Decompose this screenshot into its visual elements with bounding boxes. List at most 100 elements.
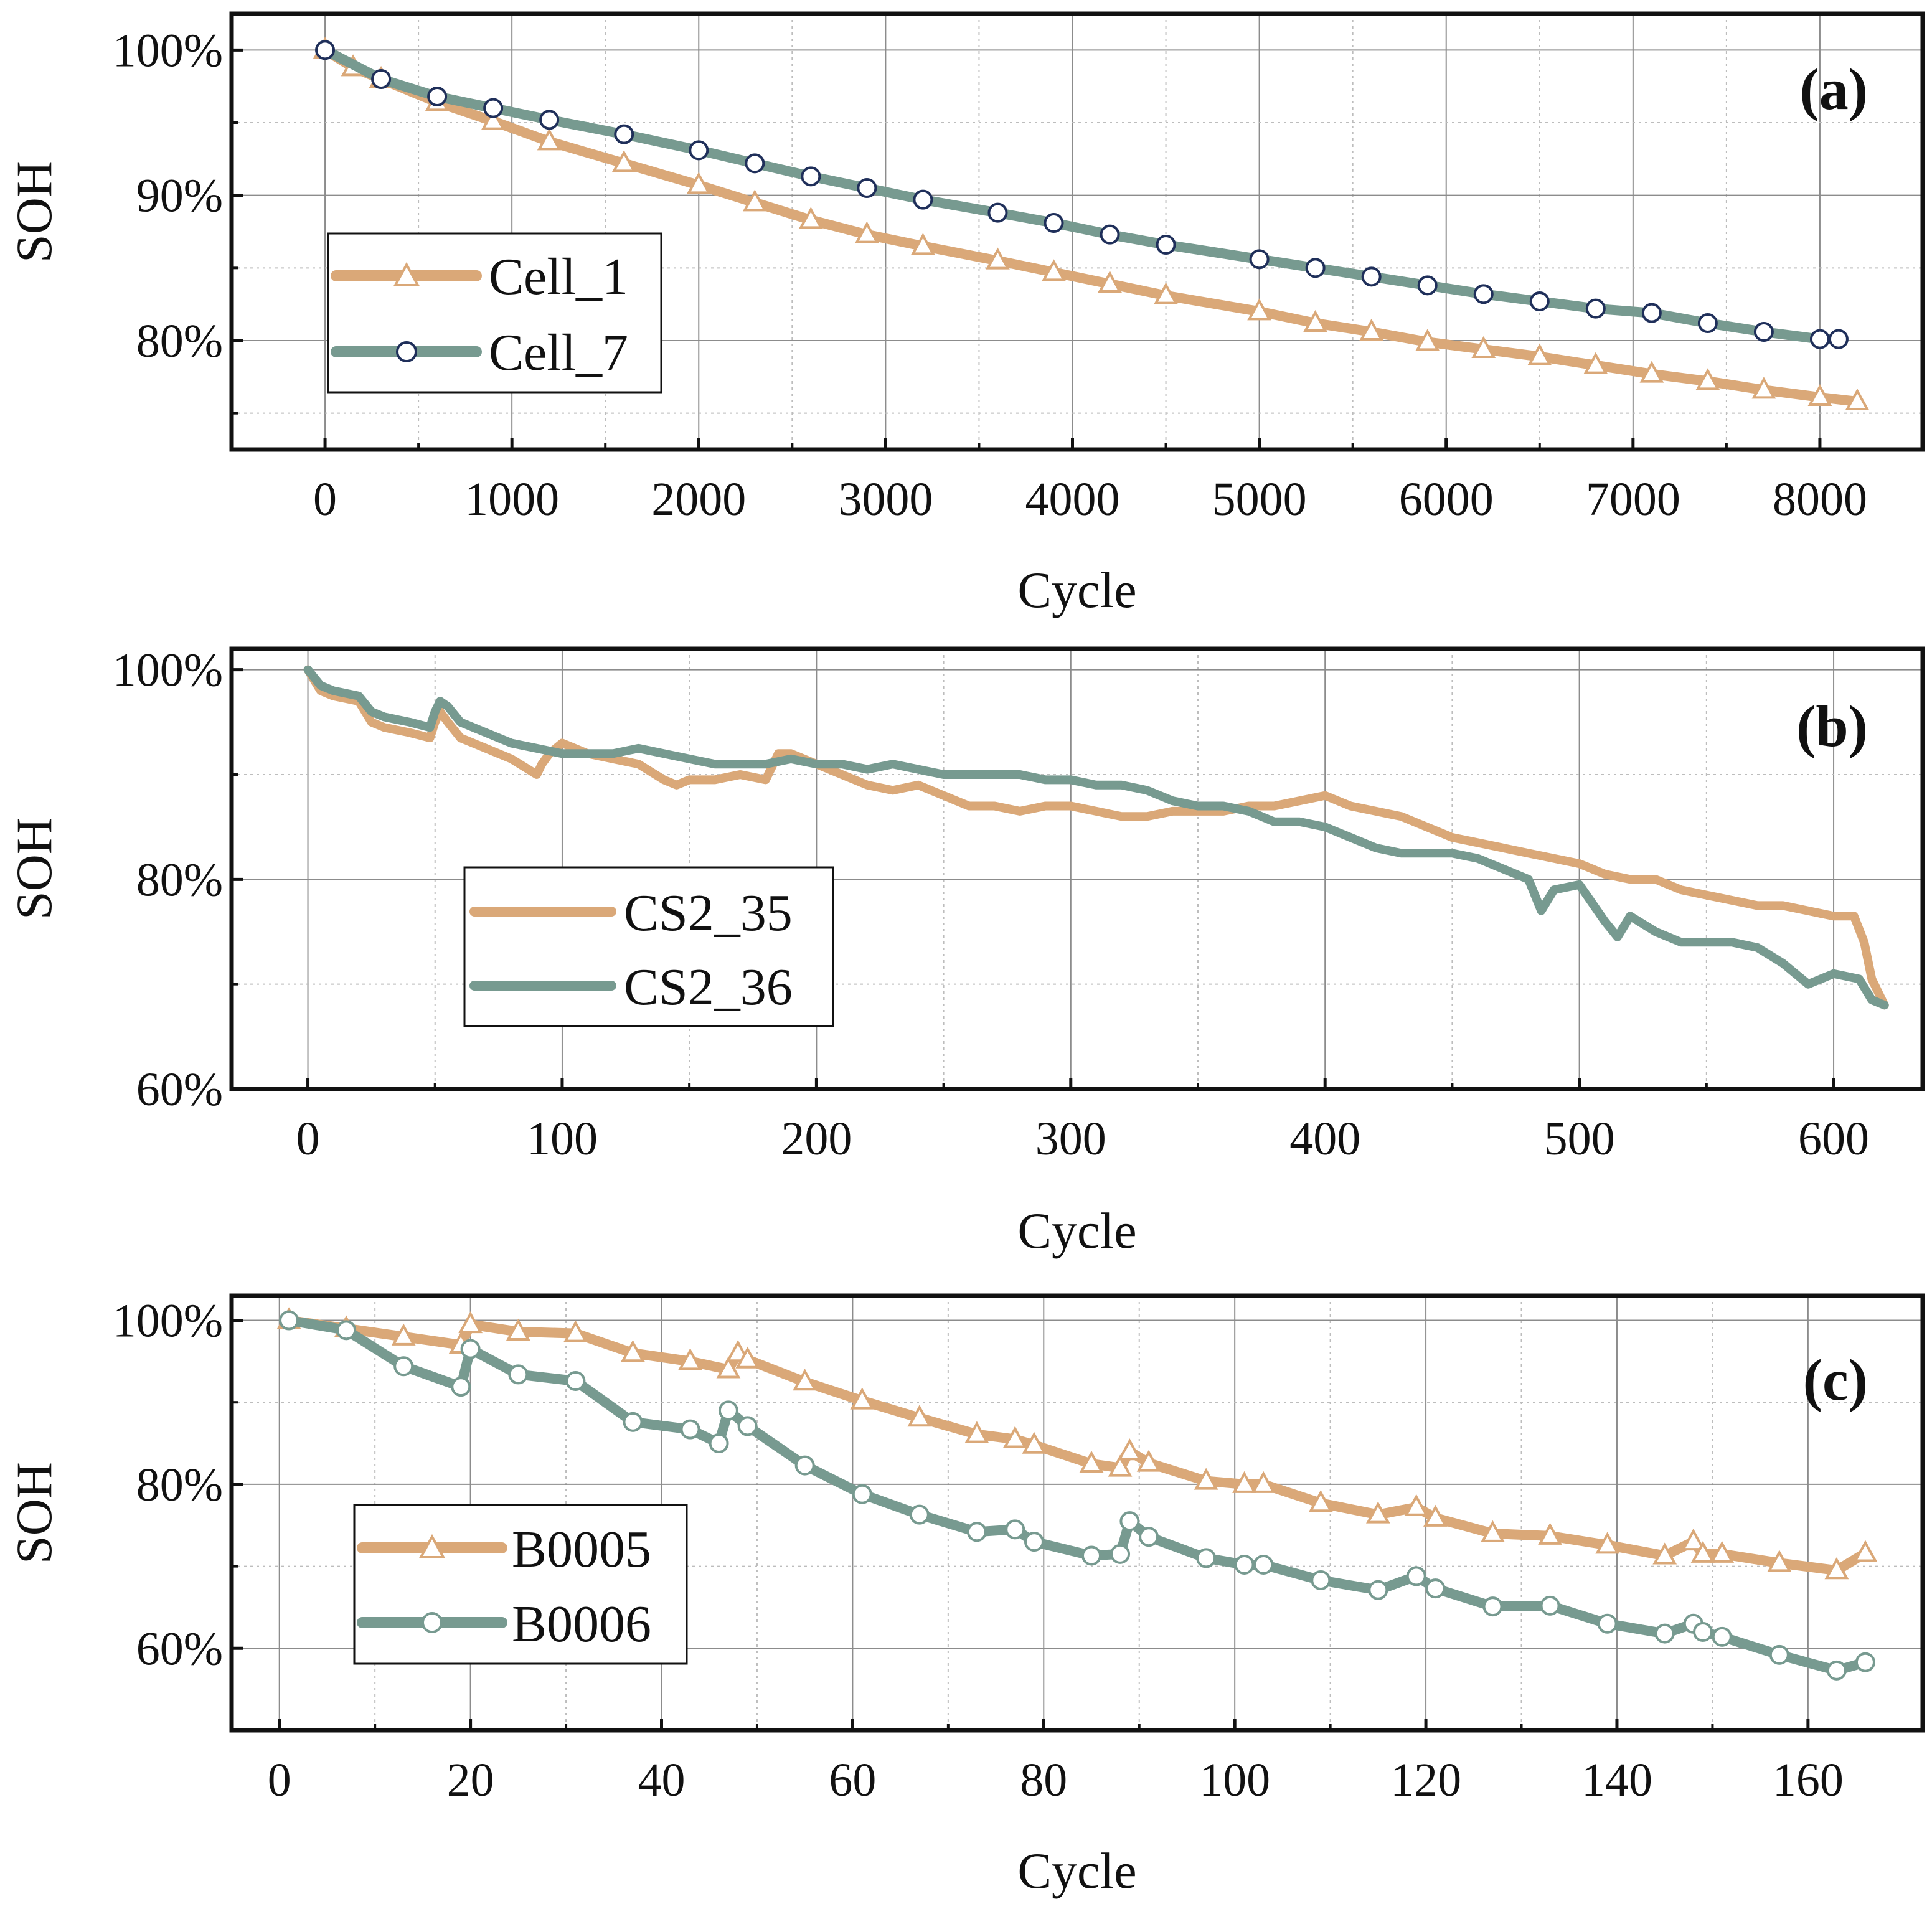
panel-b-xlabel: Cycle (1017, 1202, 1136, 1259)
data-point-cell-1 (742, 189, 767, 212)
data-point-b0005 (793, 1369, 818, 1391)
data-point-b0006 (709, 1433, 729, 1454)
panel-b-tick-labels: 0 100 200 300 400 500 600 60% 80% 100% (113, 644, 1869, 1165)
panel-c-tick-labels: 0 20 40 60 80 100 120 140 160 60% 80% 100% (113, 1295, 1844, 1806)
data-point-cell-7 (483, 98, 504, 118)
x-tick-label: 0 (313, 473, 337, 526)
x-tick-label: 100 (1199, 1754, 1270, 1806)
legend-marker-b0006 (422, 1612, 443, 1633)
x-tick-label: 7000 (1586, 473, 1680, 526)
data-point-b0005 (1652, 1542, 1677, 1565)
data-point-cell-1 (1583, 352, 1608, 374)
y-tick-label: 100% (113, 644, 223, 697)
data-point-b0006 (393, 1356, 414, 1377)
panel-b-legend: CS2_35 CS2_36 (463, 866, 834, 1027)
data-point-b0006 (460, 1339, 481, 1359)
legend-label-b0005: B0005 (512, 1520, 651, 1578)
data-point-b0005 (506, 1318, 530, 1341)
data-point-cell-1 (911, 233, 935, 255)
data-point-cell-1 (1471, 336, 1496, 358)
data-point-b0005 (1194, 1468, 1218, 1490)
data-point-b0006 (1253, 1554, 1274, 1575)
data-point-b0006 (1406, 1566, 1426, 1586)
x-tick-label: 160 (1773, 1754, 1844, 1806)
panel-a-legend: Cell_1 Cell_7 (327, 232, 662, 394)
data-point-cell-7 (1529, 291, 1550, 311)
data-point-b0005 (1022, 1431, 1047, 1454)
x-tick-label: 5000 (1212, 473, 1307, 526)
data-point-cell-1 (854, 221, 879, 243)
data-point-cell-7 (1473, 284, 1494, 304)
y-tick-label: 80% (136, 854, 223, 906)
data-point-b0005 (1365, 1501, 1390, 1524)
legend-marker-b0005 (418, 1534, 446, 1558)
panel-c-legend-box (353, 1504, 688, 1665)
data-point-cell-1 (1098, 270, 1122, 293)
data-point-b0005 (907, 1405, 932, 1427)
x-tick-label: 6000 (1399, 473, 1494, 526)
data-point-b0005 (735, 1346, 760, 1369)
data-point-b0006 (966, 1522, 987, 1542)
data-point-b0006 (1081, 1545, 1102, 1566)
data-point-cell-7 (913, 189, 933, 210)
data-point-cell-7 (689, 140, 709, 161)
panel-a-plot (313, 37, 1870, 410)
data-point-cell-7 (987, 202, 1008, 223)
data-point-b0005 (1404, 1494, 1429, 1516)
panel-c-frame (229, 1293, 1925, 1733)
data-point-cell-1 (1527, 343, 1552, 365)
x-tick-label: 120 (1390, 1754, 1461, 1806)
data-point-b0006 (1693, 1621, 1713, 1642)
legend-marker-cell1 (393, 262, 420, 286)
y-tick-label: 60% (136, 1063, 223, 1116)
data-point-cell-7 (1305, 258, 1326, 278)
panel-b-tag: (b) (1796, 694, 1868, 759)
panel-a-xlabel: Cycle (1017, 562, 1136, 618)
data-point-cell-7 (1249, 249, 1270, 270)
data-point-cell-1 (611, 150, 636, 172)
y-tick-label: 60% (136, 1623, 223, 1675)
data-point-b0006 (1119, 1511, 1140, 1532)
x-tick-label: 600 (1798, 1113, 1869, 1165)
data-point-cell-1 (1807, 384, 1832, 406)
data-point-cell-1 (986, 247, 1010, 270)
panel-c-legend: B0005 B0006 (353, 1504, 688, 1665)
panel-b-ticks (232, 668, 1835, 1091)
panel-b-frame (229, 646, 1925, 1091)
data-point-cell-1 (1415, 329, 1440, 351)
x-tick-label: 140 (1581, 1754, 1652, 1806)
data-point-b0006 (680, 1419, 700, 1440)
panel-a: 0 1000 2000 3000 4000 5000 6000 7000 8000 80% 90% 1… (6, 11, 1925, 618)
data-point-b0006 (1826, 1660, 1847, 1681)
data-point-b0006 (1234, 1554, 1255, 1575)
x-tick-label: 0 (296, 1113, 320, 1165)
data-point-b0006 (1024, 1532, 1044, 1552)
data-point-b0005 (1767, 1550, 1792, 1572)
data-point-b0006 (623, 1412, 643, 1432)
data-point-cell-7 (1809, 329, 1830, 349)
y-tick-label: 100% (113, 1295, 223, 1347)
data-point-b0005 (391, 1323, 416, 1346)
data-point-cell-1 (1303, 309, 1328, 332)
data-point-cell-1 (1154, 282, 1178, 304)
data-point-cell-7 (1044, 213, 1064, 233)
data-point-cell-1 (1751, 377, 1776, 399)
data-point-cell-7 (857, 178, 877, 198)
data-point-b0005 (1136, 1450, 1161, 1472)
x-tick-label: 200 (781, 1113, 852, 1165)
data-point-b0006 (852, 1484, 872, 1504)
data-point-b0005 (1423, 1504, 1448, 1527)
x-tick-label: 20 (447, 1754, 494, 1806)
data-point-b0005 (1681, 1528, 1706, 1551)
x-tick-label: 80 (1020, 1754, 1067, 1806)
series-line-cs2-35 (303, 665, 1889, 1010)
panel-b-plot (303, 665, 1889, 1010)
x-tick-label: 40 (638, 1754, 686, 1806)
data-point-cell-7 (745, 153, 765, 174)
data-point-b0005 (1538, 1522, 1562, 1545)
data-point-b0006 (1769, 1644, 1789, 1665)
data-point-b0006 (1597, 1613, 1618, 1634)
data-point-cell-7 (371, 69, 392, 89)
series-line-cell-1 (320, 45, 1862, 407)
